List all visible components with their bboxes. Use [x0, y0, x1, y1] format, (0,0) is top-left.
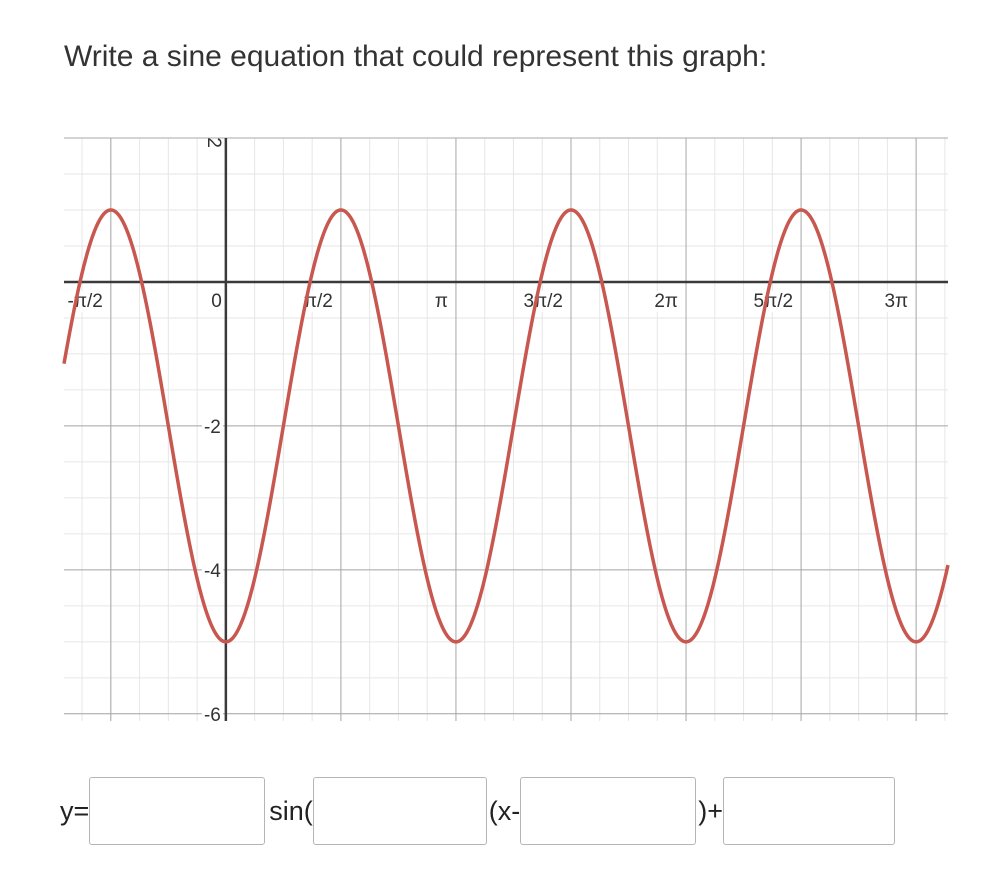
x-tick-label: π: [435, 291, 448, 312]
x-tick-label: 5π/2: [754, 291, 794, 312]
phase-shift-input[interactable]: [520, 777, 697, 845]
question-prompt: Write a sine equation that could represe…: [64, 40, 768, 73]
y-equals-label: y=: [60, 795, 90, 826]
x-tick-label-bg: [301, 290, 335, 312]
sin-label: sin(: [269, 795, 313, 826]
x-minus-label: (x-: [488, 795, 521, 826]
axes: [64, 138, 948, 721]
y-tick-label: 2: [203, 137, 224, 148]
x-tick-label: π/2: [304, 291, 333, 312]
tick-labels: -π/2 0 π/2 π 3π/2 2π 5π/2 3π2-2-4-6: [65, 137, 911, 726]
sine-curve: [62, 208, 950, 644]
sine-graph: -π/2 0 π/2 π 3π/2 2π 5π/2 3π2-2-4-6: [62, 137, 950, 726]
y-tick-label: -4: [204, 561, 221, 582]
x-tick-label-bg: [209, 290, 224, 312]
y-tick-label-bg: [201, 560, 224, 582]
x-tick-label-bg: [751, 290, 796, 312]
x-tick-label-bg: [432, 290, 450, 312]
x-tick-label: 3π: [884, 291, 908, 312]
plus-label: )+: [698, 795, 724, 826]
x-tick-label-bg: [882, 290, 911, 312]
vertical-shift-input[interactable]: [723, 777, 896, 845]
amplitude-input[interactable]: [89, 777, 266, 845]
x-tick-label-bg: [521, 290, 565, 312]
answer-row: y= sin( (x- )+: [60, 776, 896, 846]
x-tick-label-bg: [652, 290, 681, 312]
y-tick-label-bg: [201, 416, 223, 438]
frequency-input[interactable]: [312, 777, 487, 845]
y-tick-label: -2: [204, 417, 221, 438]
x-tick-label: 3π/2: [523, 291, 563, 312]
x-tick-label: 0: [211, 291, 222, 312]
y-tick-label: -6: [204, 705, 221, 726]
y-tick-label-bg: [201, 704, 223, 726]
x-tick-label: 2π: [654, 291, 678, 312]
